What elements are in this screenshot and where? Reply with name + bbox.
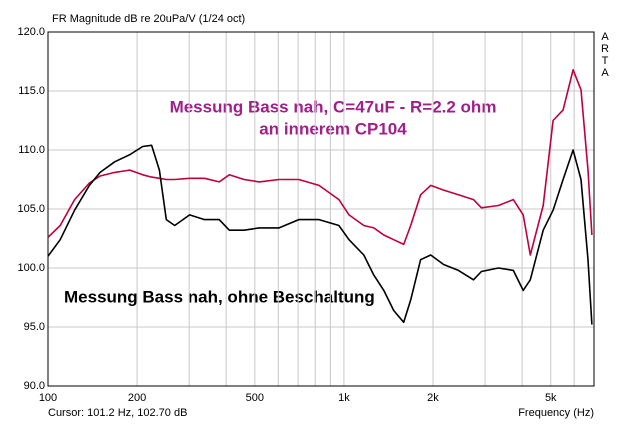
x-tick-label: 100 [39, 392, 57, 404]
y-tick-label: 90.0 [24, 380, 45, 392]
x-tick-label: 500 [246, 392, 264, 404]
y-tick-label: 95.0 [24, 321, 45, 333]
x-axis-label: Frequency (Hz) [518, 407, 594, 419]
side-label: ARTA [599, 31, 611, 79]
cursor-label: Cursor: 101.2 Hz, 102.70 dB [48, 407, 187, 419]
x-tick-label: 5k [545, 392, 557, 404]
annotation: an innerem CP104 [259, 119, 407, 138]
annotation: Messung Bass nah, ohne Beschaltung [64, 287, 375, 306]
y-tick-label: 115.0 [18, 85, 45, 97]
y-tick-label: 120.0 [17, 26, 45, 38]
x-tick-label: 1k [338, 392, 350, 404]
plot-frame [47, 31, 595, 387]
y-tick-label: 110.0 [18, 144, 45, 156]
annotation: Messung Bass nah, C=47uF - R=2.2 ohm [170, 97, 497, 116]
data-line [47, 144, 593, 325]
y-tick-label: 105.0 [17, 203, 45, 215]
x-tick-label: 200 [128, 392, 146, 404]
x-tick-label: 2k [427, 392, 439, 404]
chart-title: FR Magnitude dB re 20uPa/V (1/24 oct) [52, 13, 245, 25]
data-line [47, 69, 593, 256]
y-tick-label: 100.0 [17, 262, 45, 274]
